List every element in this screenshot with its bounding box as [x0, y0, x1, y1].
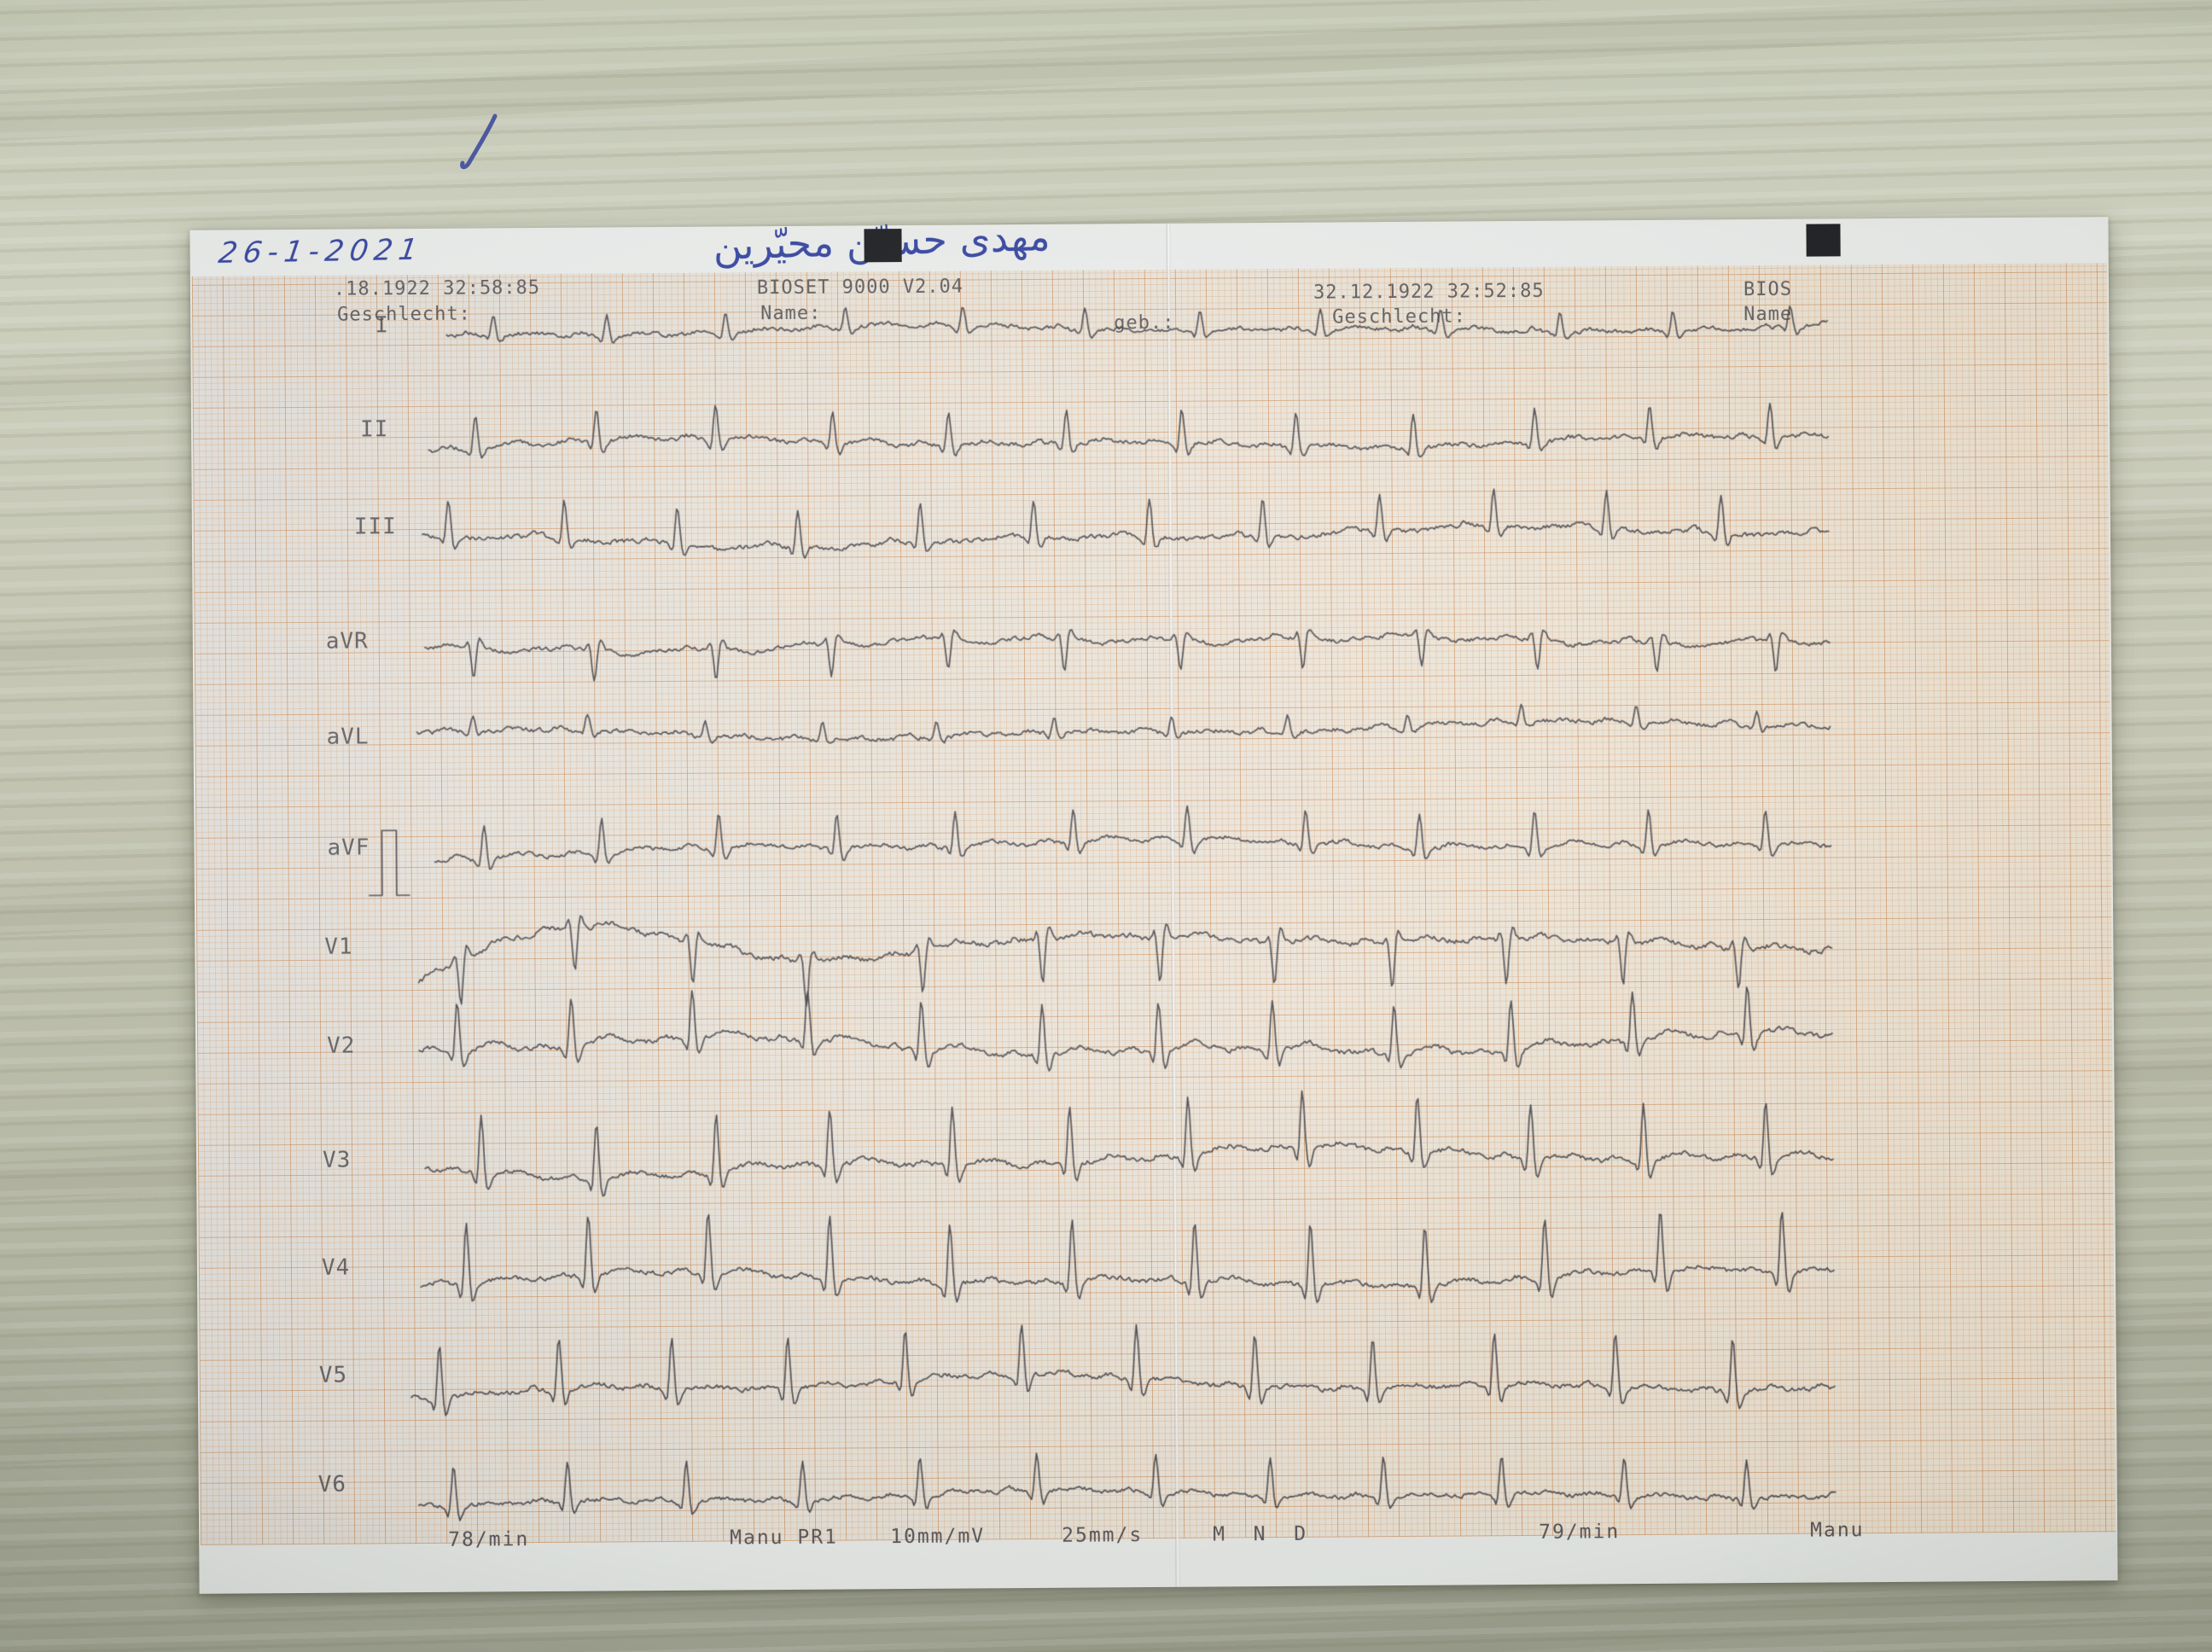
- footer-label-manu-pr1: Manu PR1: [730, 1526, 839, 1550]
- footer-label-manu: Manu: [1810, 1519, 1865, 1542]
- footer-label-25mm/s: 25mm/s: [1062, 1524, 1144, 1547]
- footer-label-78/min: 78/min: [448, 1528, 530, 1551]
- footer-label-79/min: 79/min: [1539, 1521, 1621, 1544]
- footer-label-m-n-d: M N D: [1213, 1522, 1308, 1546]
- pen-stroke-mark: [460, 113, 498, 170]
- ecg-paper: 26-1-2021 مهدى حسيّن محيّرين .18.1922 32…: [189, 213, 2118, 1594]
- footer-label-10mm/mv: 10mm/mV: [890, 1525, 986, 1549]
- ecg-traces-canvas: [189, 217, 2118, 1594]
